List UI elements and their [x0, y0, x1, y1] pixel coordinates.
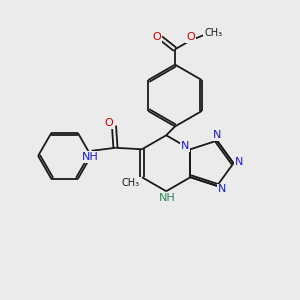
Text: N: N — [235, 157, 244, 167]
Text: N: N — [181, 141, 189, 151]
Text: O: O — [152, 32, 161, 42]
Text: CH₃: CH₃ — [122, 178, 140, 188]
Text: CH₃: CH₃ — [204, 28, 222, 38]
Text: O: O — [104, 118, 113, 128]
Text: NH: NH — [159, 193, 176, 203]
Text: N: N — [218, 184, 226, 194]
Text: O: O — [186, 32, 195, 42]
Text: N: N — [213, 130, 221, 140]
Text: NH: NH — [82, 152, 99, 162]
